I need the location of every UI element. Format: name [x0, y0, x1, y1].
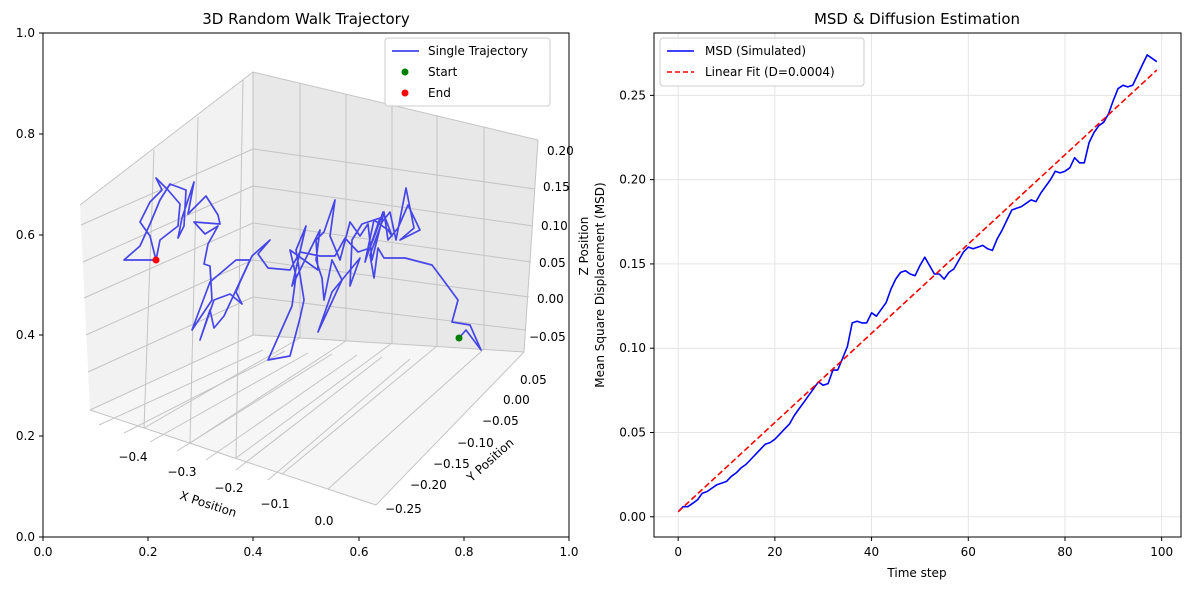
plot-frame-msd [653, 32, 1182, 538]
pane-floor [90, 335, 524, 505]
legend-fit-label: Linear Fit (D=0.0004) [705, 65, 835, 79]
chart-3d-random-walk: 3D Random Walk Trajectory [16, 10, 591, 559]
chart-msd: MSD & Diffusion Estimation 0 20 40 60 80 1000… [593, 10, 1182, 580]
frame-tick-labels: 0.0 0.2 0.4 0.6 0.8 1.0 0.0 0.2 0.4 0.6 … [16, 26, 579, 559]
y-tick-label: −0.15 [433, 457, 470, 471]
pane-back-right [253, 72, 538, 352]
x-axis-3d: −0.4 −0.3 −0.2 −0.1 0.0 [118, 450, 333, 528]
pane-back-left [80, 72, 253, 410]
frame-x-tick-label: 1.0 [559, 545, 578, 559]
frame-y-tick-label: 0.6 [16, 228, 35, 242]
frame-y-tick-label: 0.0 [16, 530, 35, 544]
series-msd [677, 54, 1158, 513]
x-tick-label: −0.2 [214, 481, 243, 495]
frame-x-tick-label: 0.0 [33, 545, 52, 559]
legend-msd: MSD (Simulated) Linear Fit (D=0.0004) [659, 37, 865, 87]
frame-y-tick-label: 0.4 [16, 328, 35, 342]
y-axis-label-msd: Mean Square Displacement (MSD) [593, 182, 607, 387]
x-tick-label: 40 [864, 545, 879, 559]
linear-fit-line [677, 69, 1158, 513]
chart-title-3d: 3D Random Walk Trajectory [202, 10, 410, 28]
z-tick-label: 0.15 [543, 180, 570, 194]
legend-msd-label: MSD (Simulated) [705, 44, 806, 58]
z-tick-label: 0.20 [547, 144, 574, 158]
y-tick-label: −0.20 [410, 478, 447, 492]
frame-x-tick-label: 0.4 [243, 545, 262, 559]
frame-x-tick-label: 0.6 [349, 545, 368, 559]
y-tick-label: 0.05 [619, 425, 646, 439]
x-tick-label: −0.1 [260, 497, 289, 511]
y-tick-label: 0.25 [619, 88, 646, 102]
y-tick-label: −0.05 [482, 414, 519, 428]
z-tick-label: −0.05 [529, 330, 566, 344]
y-tick-label: −0.10 [457, 436, 494, 450]
frame-y-tick-label: 0.2 [16, 429, 35, 443]
frame-x-tick-label: 0.8 [454, 545, 473, 559]
y-tick-label: −0.25 [385, 502, 422, 516]
frame-x-tick-label: 0.2 [138, 545, 157, 559]
x-tick-label: 100 [1150, 545, 1173, 559]
y-tick-label: 0.05 [520, 373, 547, 387]
z-axis-label-3d: Z Position [577, 217, 591, 276]
legend-3d: Single Trajectory Start End [384, 37, 551, 107]
chart-title-msd: MSD & Diffusion Estimation [814, 10, 1020, 28]
legend-end-label: End [428, 86, 451, 100]
y-tick-label: 0.00 [503, 393, 530, 407]
x-tick-label: 80 [1057, 545, 1072, 559]
legend-end-swatch [401, 89, 409, 97]
x-tick-label: 20 [767, 545, 782, 559]
y-tick-label: 0.20 [619, 173, 646, 187]
x-tick-label: 0.0 [314, 514, 333, 528]
y-tick-label: 0.15 [619, 257, 646, 271]
y-tick-label: 0.00 [619, 510, 646, 524]
x-tick-label: −0.3 [167, 465, 196, 479]
ticks-msd: 0 20 40 60 80 100 0.00 0.05 0.10 0.15 0.20 0.25 [619, 88, 1173, 559]
x-tick-label: 0 [674, 545, 682, 559]
grid-msd [654, 33, 1181, 537]
z-tick-label: 0.00 [537, 292, 564, 306]
end-marker [152, 256, 160, 264]
x-axis-label-msd: Time step [886, 566, 946, 580]
frame-ticks [39, 32, 570, 541]
legend-start-swatch [401, 68, 409, 76]
msd-series-line [677, 54, 1158, 513]
x-tick-label: −0.4 [118, 450, 147, 464]
legend-start-label: Start [428, 65, 458, 79]
y-tick-label: 0.10 [619, 341, 646, 355]
z-tick-label: 0.10 [541, 219, 568, 233]
z-tick-label: 0.05 [539, 256, 566, 270]
x-tick-label: 60 [961, 545, 976, 559]
trajectory-line [123, 177, 482, 361]
z-axis-3d: 0.20 0.15 0.10 0.05 0.00 −0.05 [529, 144, 574, 344]
legend-box [384, 37, 551, 107]
start-marker [455, 334, 463, 342]
legend-box [659, 37, 865, 87]
y-axis-3d: 0.05 0.00 −0.05 −0.10 −0.15 −0.20 −0.25 [385, 373, 547, 516]
frame-y-tick-label: 1.0 [16, 26, 35, 40]
legend-trajectory-label: Single Trajectory [428, 44, 528, 58]
frame-y-tick-label: 0.8 [16, 127, 35, 141]
